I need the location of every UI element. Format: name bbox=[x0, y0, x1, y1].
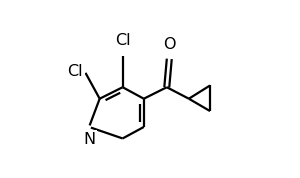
Text: Cl: Cl bbox=[115, 33, 130, 48]
Text: O: O bbox=[163, 37, 176, 52]
Text: Cl: Cl bbox=[67, 64, 83, 79]
Text: N: N bbox=[83, 132, 95, 147]
